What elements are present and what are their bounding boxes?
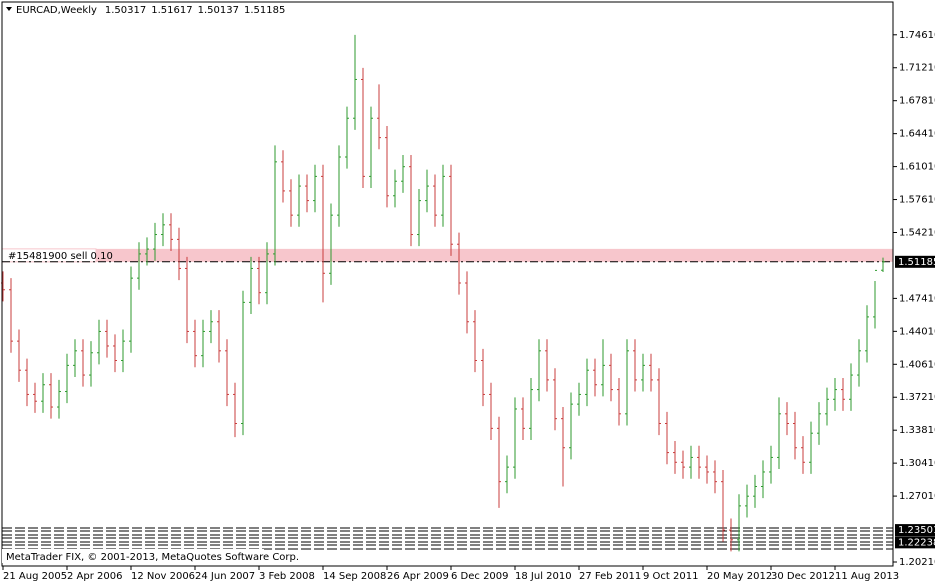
x-tick-label: 14 Sep 2008 <box>323 571 386 582</box>
price-label: 1.51185 <box>898 257 935 268</box>
x-tick-label: 6 Dec 2009 <box>451 571 509 582</box>
x-tick-label: 2 Apr 2006 <box>67 571 122 582</box>
menu-triangle <box>6 7 12 11</box>
x-tick-label: 26 Apr 2009 <box>387 571 449 582</box>
y-tick-label: 1.27010 <box>899 491 935 502</box>
y-tick-label: 1.44010 <box>899 326 935 337</box>
header-value: 1.51617 <box>151 5 192 16</box>
x-tick-label: 30 Dec 2012 <box>771 571 835 582</box>
y-tick-label: 1.61010 <box>899 162 935 173</box>
y-tick-label: 1.33810 <box>899 425 935 436</box>
header-value: 1.50137 <box>198 5 239 16</box>
price-label-bg <box>895 255 935 268</box>
y-tick-label: 1.71210 <box>899 63 935 74</box>
footer-text: MetaTrader FIX, © 2001-2013, MetaQuotes … <box>6 552 299 563</box>
order-zone <box>96 248 893 262</box>
plot-frame <box>1 1 894 567</box>
y-tick-label: 1.74610 <box>899 30 935 41</box>
y-tick-label: 1.67810 <box>899 96 935 107</box>
y-tick-label: 1.30410 <box>899 458 935 469</box>
x-tick-label: 20 May 2012 <box>707 571 772 582</box>
y-tick-label: 1.64410 <box>899 129 935 140</box>
x-tick-label: 27 Feb 2011 <box>579 571 641 582</box>
y-tick-label: 1.54210 <box>899 227 935 238</box>
x-tick-label: 11 Aug 2013 <box>835 571 899 582</box>
x-tick-label: 9 Oct 2011 <box>643 571 698 582</box>
y-tick-label: 1.57610 <box>899 195 935 206</box>
header-value: 1.51185 <box>244 5 285 16</box>
footer-bg <box>2 549 264 563</box>
x-tick-label: 3 Feb 2008 <box>259 571 315 582</box>
x-tick-label: 24 Jun 2007 <box>195 571 255 582</box>
header-value: 1.50317 <box>105 5 146 16</box>
y-tick-label: 1.40610 <box>899 359 935 370</box>
price-label: 1.22238 <box>898 537 935 548</box>
y-tick-label: 1.20210 <box>899 557 935 568</box>
x-tick-label: 12 Nov 2006 <box>131 571 195 582</box>
y-tick-label: 1.37210 <box>899 392 935 403</box>
order-label: #15481900 sell 0.10 <box>8 251 113 262</box>
x-tick-label: 18 Jul 2010 <box>515 571 572 582</box>
y-tick-label: 1.47410 <box>899 293 935 304</box>
symbol-label: EURCAD,Weekly <box>16 5 97 16</box>
price-label-bg <box>895 536 935 549</box>
price-label-bg <box>895 524 935 537</box>
x-tick-label: 21 Aug 2005 <box>3 571 67 582</box>
